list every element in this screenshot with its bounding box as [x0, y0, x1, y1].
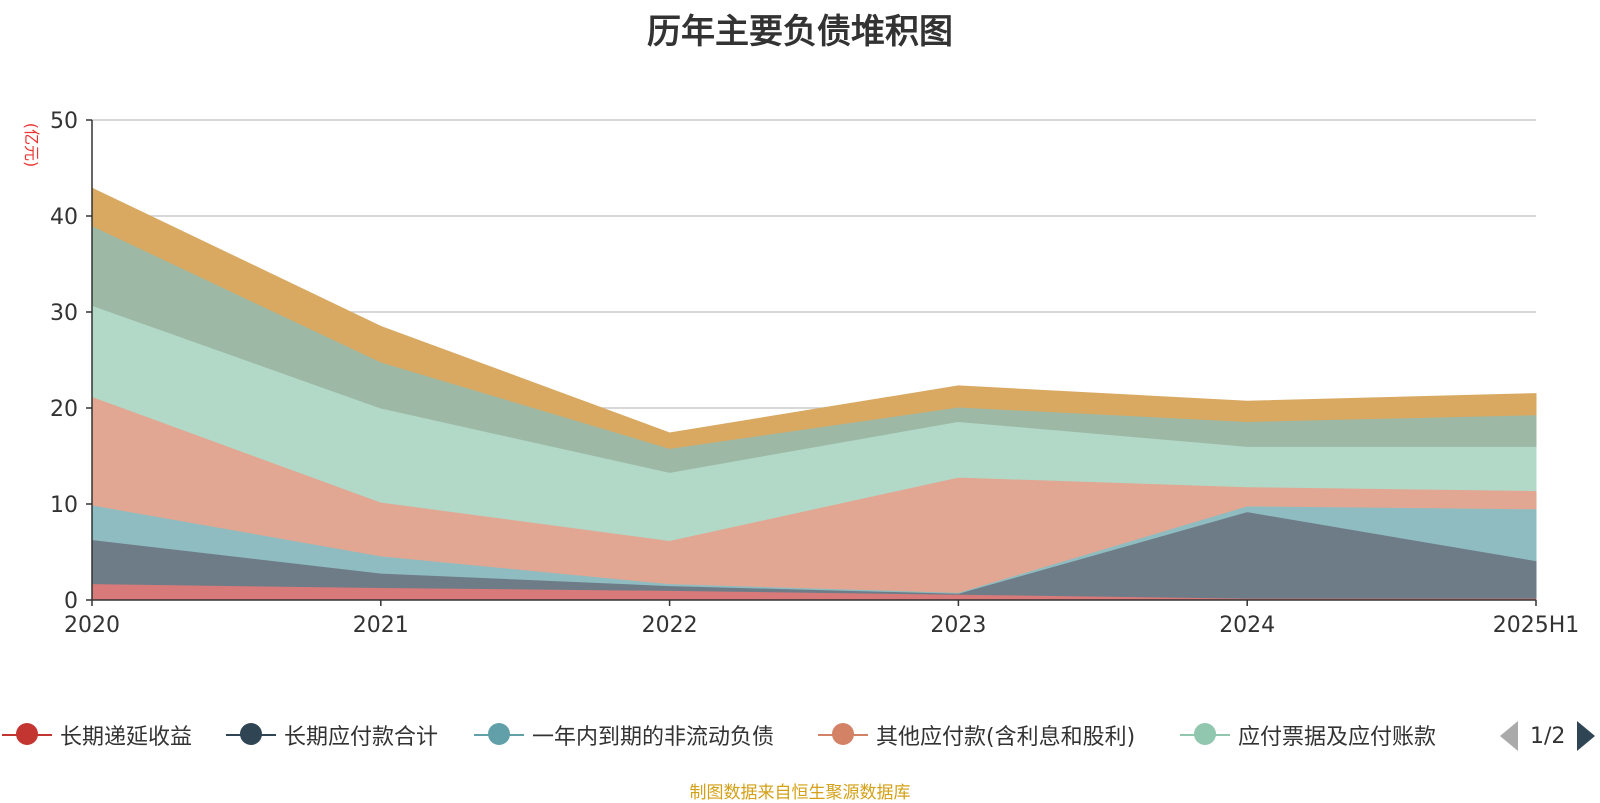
previous-page-icon[interactable] — [1500, 721, 1518, 751]
legend-item[interactable]: 长期递延收益 — [2, 718, 192, 752]
legend-item[interactable]: 一年内到期的非流动负债 — [474, 718, 774, 752]
legend-marker-icon — [818, 718, 868, 752]
legend-item[interactable]: 应付票据及应付账款 — [1180, 718, 1436, 752]
x-tick-label: 2021 — [353, 613, 409, 638]
y-axis-label: (亿元) — [22, 123, 41, 168]
y-tick-label: 20 — [50, 397, 78, 422]
legend-label: 一年内到期的非流动负债 — [532, 725, 775, 750]
chart-title: 历年主要负债堆积图 — [647, 12, 953, 52]
y-tick-label: 10 — [50, 493, 78, 518]
legend-item[interactable]: 其他应付款(含利息和股利) — [818, 718, 1135, 752]
legend-marker-icon — [2, 718, 52, 752]
data-source-note: 制图数据来自恒生聚源数据库 — [689, 783, 911, 803]
legend-item[interactable]: 长期应付款合计 — [226, 718, 438, 752]
legend-label: 应付票据及应付账款 — [1238, 725, 1437, 750]
x-tick-label: 2025H1 — [1493, 613, 1580, 638]
x-tick-label: 2023 — [930, 613, 986, 638]
legend-marker-icon — [1180, 718, 1230, 752]
stacked-area-chart: 0 10 20 30 40 50 2020 2021 2022 2023 2024 2025H1 (亿元… — [22, 109, 1580, 638]
x-tick-label: 2022 — [642, 613, 698, 638]
y-tick-label: 40 — [50, 205, 78, 230]
legend-label: 长期递延收益 — [60, 725, 193, 750]
x-tick-label: 2020 — [64, 613, 120, 638]
y-tick-label: 30 — [50, 301, 78, 326]
legend-label: 长期应付款合计 — [284, 725, 439, 750]
legend-pager: 1/2 — [1500, 719, 1596, 753]
y-tick-label: 0 — [64, 589, 78, 614]
legend-marker-icon — [474, 718, 524, 752]
pager-label: 1/2 — [1530, 723, 1566, 749]
x-tick-label: 2024 — [1219, 613, 1275, 638]
area-series-6 — [91, 187, 1537, 449]
chart-legend: 长期递延收益 长期应付款合计 一年内到期的非流动负债 其他应付款(含利息和股利) 应付票… — [0, 718, 1600, 752]
legend-marker-icon — [226, 718, 276, 752]
y-tick-label: 50 — [50, 109, 78, 134]
next-page-icon[interactable] — [1577, 721, 1596, 751]
legend-label: 其他应付款(含利息和股利) — [876, 725, 1136, 750]
